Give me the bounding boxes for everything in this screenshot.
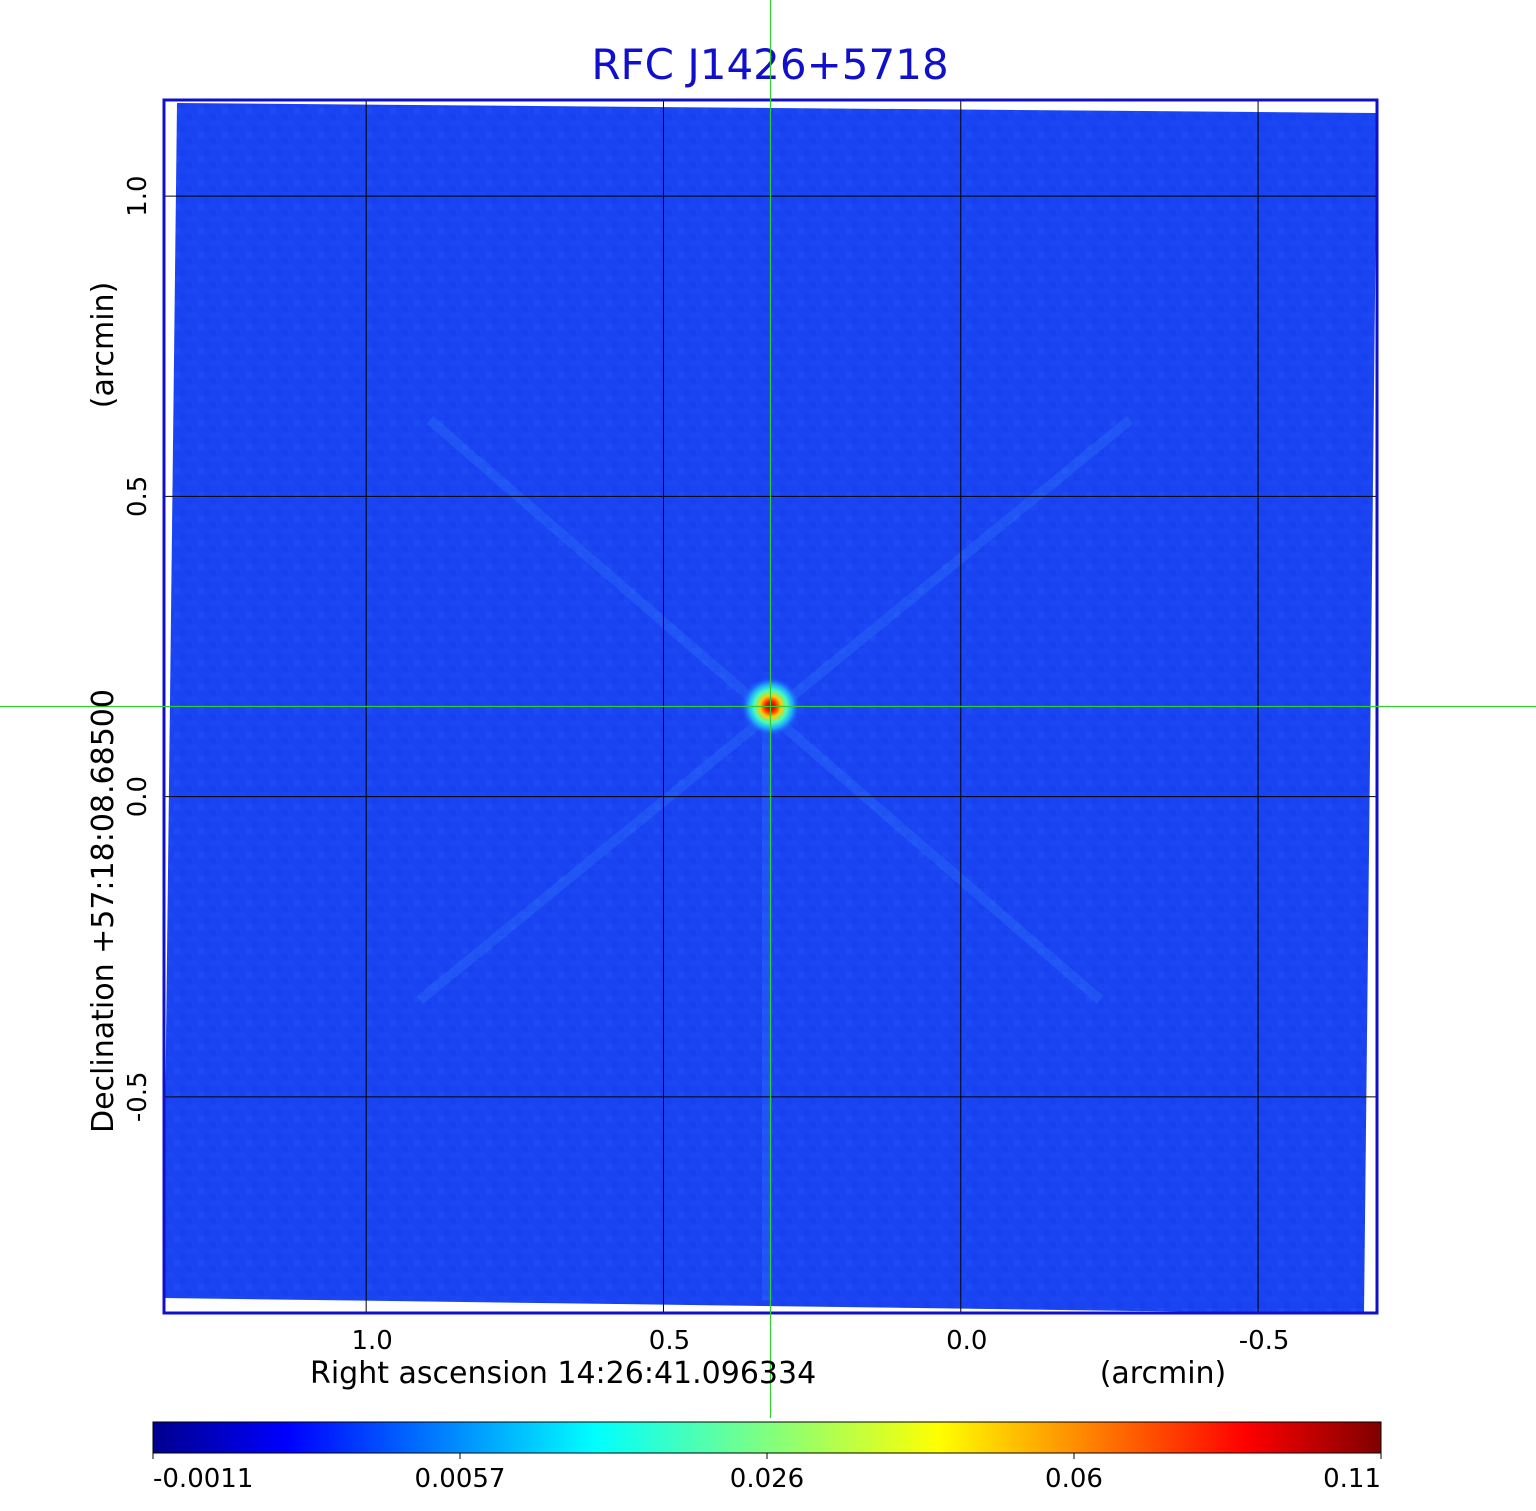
x-tick-label: 1.0 [351, 1326, 392, 1356]
x-tick-label: 0.5 [649, 1326, 690, 1356]
y-tick-labels: 1.0 0.5 0.0 -0.5 [123, 175, 153, 1122]
colorbar-tick-label: 0.06 [1045, 1464, 1103, 1494]
colorbar-tick-label: -0.0011 [153, 1464, 253, 1494]
x-tick-labels: 1.0 0.5 0.0 -0.5 [351, 1326, 1289, 1356]
y-tick-label: 0.0 [123, 776, 153, 817]
crosshair [0, 0, 1536, 1418]
colorbar-tick-label: 0.11 [1323, 1464, 1381, 1494]
x-axis-unit: (arcmin) [1100, 1356, 1227, 1391]
x-tick-label: -0.5 [1239, 1326, 1290, 1356]
colorbar-tick-label: 0.026 [730, 1464, 804, 1494]
y-axis-unit: (arcmin) [86, 282, 121, 409]
colorbar-tick-label: 0.0057 [415, 1464, 506, 1494]
x-tick-label: 0.0 [946, 1326, 987, 1356]
y-tick-label: 1.0 [123, 175, 153, 216]
y-tick-label: -0.5 [123, 1071, 153, 1122]
y-tick-label: 0.5 [123, 476, 153, 517]
colorbar [152, 1421, 1382, 1454]
x-axis-label: Right ascension 14:26:41.096334 [310, 1356, 816, 1391]
colorbar-tick-labels: -0.0011 0.0057 0.026 0.06 0.11 [152, 1453, 1382, 1494]
y-axis-label: Declination +57:18:08.68500 [86, 689, 121, 1133]
